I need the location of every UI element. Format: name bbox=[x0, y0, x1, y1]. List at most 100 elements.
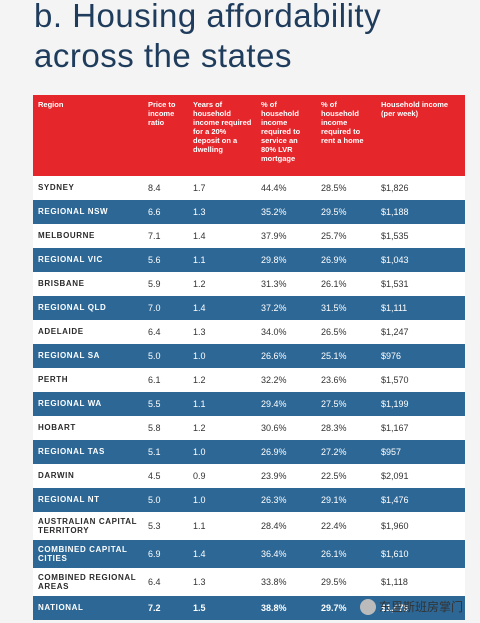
table-header: Region Price to income ratio Years of hous… bbox=[33, 95, 465, 176]
value-cell: 1.2 bbox=[188, 272, 256, 296]
value-cell: 5.8 bbox=[143, 416, 188, 440]
watermark-icon bbox=[360, 598, 376, 615]
table-row: REGIONAL VIC 5.6 1.1 29.8% 26.9% $1,043 bbox=[33, 248, 465, 272]
value-cell: 5.1 bbox=[143, 440, 188, 464]
value-cell: 5.5 bbox=[143, 392, 188, 416]
region-cell: REGIONAL SA bbox=[33, 344, 143, 368]
value-cell: 28.3% bbox=[316, 416, 376, 440]
region-cell: BRISBANE bbox=[33, 272, 143, 296]
value-cell: 29.8% bbox=[256, 248, 316, 272]
header-cell: % of household income required to rent a… bbox=[316, 95, 376, 176]
header-cell: % of household income required to servic… bbox=[256, 95, 316, 176]
region-cell: DARWIN bbox=[33, 464, 143, 488]
value-cell: 7.1 bbox=[143, 224, 188, 248]
value-cell: $2,091 bbox=[376, 464, 465, 488]
table-row: BRISBANE 5.9 1.2 31.3% 26.1% $1,531 bbox=[33, 272, 465, 296]
header-cell: Household income (per week) bbox=[376, 95, 465, 176]
value-cell: 31.3% bbox=[256, 272, 316, 296]
value-cell: 26.6% bbox=[256, 344, 316, 368]
value-cell: 6.9 bbox=[143, 540, 188, 568]
value-cell: 28.4% bbox=[256, 512, 316, 540]
value-cell: 1.4 bbox=[188, 296, 256, 320]
value-cell: 26.9% bbox=[316, 248, 376, 272]
region-cell: REGIONAL TAS bbox=[33, 440, 143, 464]
value-cell: 28.5% bbox=[316, 176, 376, 200]
value-cell: 6.4 bbox=[143, 320, 188, 344]
region-cell: REGIONAL NT bbox=[33, 488, 143, 512]
value-cell: 31.5% bbox=[316, 296, 376, 320]
table-row: PERTH 6.1 1.2 32.2% 23.6% $1,570 bbox=[33, 368, 465, 392]
value-cell: 37.9% bbox=[256, 224, 316, 248]
value-cell: 1.3 bbox=[188, 568, 256, 596]
value-cell: 33.8% bbox=[256, 568, 316, 596]
value-cell: $1,167 bbox=[376, 416, 465, 440]
region-cell: REGIONAL QLD bbox=[33, 296, 143, 320]
table-row: REGIONAL NT 5.0 1.0 26.3% 29.1% $1,476 bbox=[33, 488, 465, 512]
value-cell: 25.7% bbox=[316, 224, 376, 248]
value-cell: $1,570 bbox=[376, 368, 465, 392]
region-cell: COMBINED REGIONAL AREAS bbox=[33, 568, 143, 596]
table-row: MELBOURNE 7.1 1.4 37.9% 25.7% $1,535 bbox=[33, 224, 465, 248]
value-cell: 27.2% bbox=[316, 440, 376, 464]
region-cell: COMBINED CAPITAL CITIES bbox=[33, 540, 143, 568]
value-cell: 27.5% bbox=[316, 392, 376, 416]
header-cell: Years of household income required for a… bbox=[188, 95, 256, 176]
value-cell: 5.3 bbox=[143, 512, 188, 540]
table-row: NATIONAL 7.2 1.5 38.8% 29.7% $1,478 bbox=[33, 596, 465, 620]
value-cell: 7.0 bbox=[143, 296, 188, 320]
header-row: Region Price to income ratio Years of hous… bbox=[33, 95, 465, 176]
value-cell: $1,478 bbox=[376, 596, 465, 620]
value-cell: $1,118 bbox=[376, 568, 465, 596]
value-cell: 38.8% bbox=[256, 596, 316, 620]
value-cell: 0.9 bbox=[188, 464, 256, 488]
value-cell: 1.4 bbox=[188, 540, 256, 568]
value-cell: 1.2 bbox=[188, 368, 256, 392]
region-cell: PERTH bbox=[33, 368, 143, 392]
value-cell: 1.0 bbox=[188, 488, 256, 512]
title: b. Housing affordability across the stat… bbox=[34, 0, 382, 74]
region-cell: REGIONAL WA bbox=[33, 392, 143, 416]
value-cell: 26.5% bbox=[316, 320, 376, 344]
value-cell: 37.2% bbox=[256, 296, 316, 320]
value-cell: 1.1 bbox=[188, 248, 256, 272]
value-cell: $1,199 bbox=[376, 392, 465, 416]
region-cell: REGIONAL NSW bbox=[33, 200, 143, 224]
value-cell: 29.5% bbox=[316, 200, 376, 224]
value-cell: 5.0 bbox=[143, 344, 188, 368]
table-row: ADELAIDE 6.4 1.3 34.0% 26.5% $1,247 bbox=[33, 320, 465, 344]
value-cell: $1,826 bbox=[376, 176, 465, 200]
value-cell: 35.2% bbox=[256, 200, 316, 224]
value-cell: 1.7 bbox=[188, 176, 256, 200]
table-row: REGIONAL SA 5.0 1.0 26.6% 25.1% $976 bbox=[33, 344, 465, 368]
value-cell: $1,531 bbox=[376, 272, 465, 296]
value-cell: 5.0 bbox=[143, 488, 188, 512]
value-cell: 26.1% bbox=[316, 540, 376, 568]
value-cell: $1,247 bbox=[376, 320, 465, 344]
value-cell: 1.1 bbox=[188, 392, 256, 416]
value-cell: 1.1 bbox=[188, 512, 256, 540]
region-cell: ADELAIDE bbox=[33, 320, 143, 344]
value-cell: 7.2 bbox=[143, 596, 188, 620]
affordability-table: Region Price to income ratio Years of hous… bbox=[33, 95, 465, 620]
table-row: HOBART 5.8 1.2 30.6% 28.3% $1,167 bbox=[33, 416, 465, 440]
value-cell: 26.3% bbox=[256, 488, 316, 512]
value-cell: 1.2 bbox=[188, 416, 256, 440]
table-row: AUSTRALIAN CAPITAL TERRITORY 5.3 1.1 28.4% 2… bbox=[33, 512, 465, 540]
value-cell: 23.6% bbox=[316, 368, 376, 392]
table-row: REGIONAL QLD 7.0 1.4 37.2% 31.5% $1,111 bbox=[33, 296, 465, 320]
value-cell: 26.9% bbox=[256, 440, 316, 464]
value-cell: 29.4% bbox=[256, 392, 316, 416]
region-cell: HOBART bbox=[33, 416, 143, 440]
value-cell: $1,043 bbox=[376, 248, 465, 272]
value-cell: 29.5% bbox=[316, 568, 376, 596]
region-cell: REGIONAL VIC bbox=[33, 248, 143, 272]
value-cell: 6.6 bbox=[143, 200, 188, 224]
region-cell: SYDNEY bbox=[33, 176, 143, 200]
value-cell: 36.4% bbox=[256, 540, 316, 568]
table-row: REGIONAL TAS 5.1 1.0 26.9% 27.2% $957 bbox=[33, 440, 465, 464]
value-cell: 8.4 bbox=[143, 176, 188, 200]
value-cell: 34.0% bbox=[256, 320, 316, 344]
value-cell: $1,610 bbox=[376, 540, 465, 568]
value-cell: 22.4% bbox=[316, 512, 376, 540]
